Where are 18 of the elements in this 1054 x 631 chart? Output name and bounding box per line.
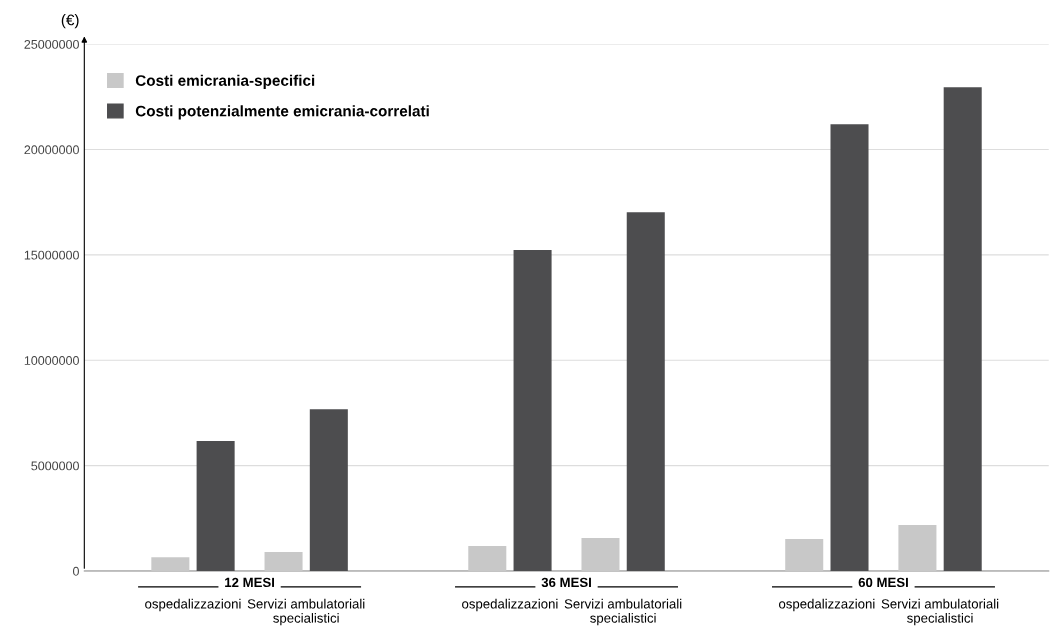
legend-label: Costi potenzialmente emicrania-correlati (135, 105, 429, 120)
x-tick-label: ospedalizzazioni (779, 598, 875, 612)
x-tick-label: Servizi ambulatoriali specialistici (881, 598, 999, 626)
text: 60 MESI (858, 577, 908, 588)
x-tick-label: Servizi ambulatoriali specialistici (247, 598, 365, 626)
y-axis-title: (€) (61, 14, 79, 29)
y-tick-label: 15000000 (24, 250, 79, 260)
y-tick-label: 0 (73, 566, 79, 576)
y-tick-label: 20000000 (24, 145, 79, 155)
x-tick-label: ospedalizzazioni (145, 598, 241, 612)
text: 12 MESI (225, 577, 274, 588)
legend-label: Costi emicrania-specifici (135, 74, 315, 89)
x-tick-label: Servizi ambulatoriali specialistici (564, 598, 682, 626)
y-tick-label: 5000000 (31, 461, 79, 471)
y-tick-label: 25000000 (24, 39, 79, 49)
x-tick-label: ospedalizzazioni (462, 598, 558, 612)
text: 36 MESI (541, 577, 591, 588)
y-tick-label: 10000000 (24, 356, 79, 365)
